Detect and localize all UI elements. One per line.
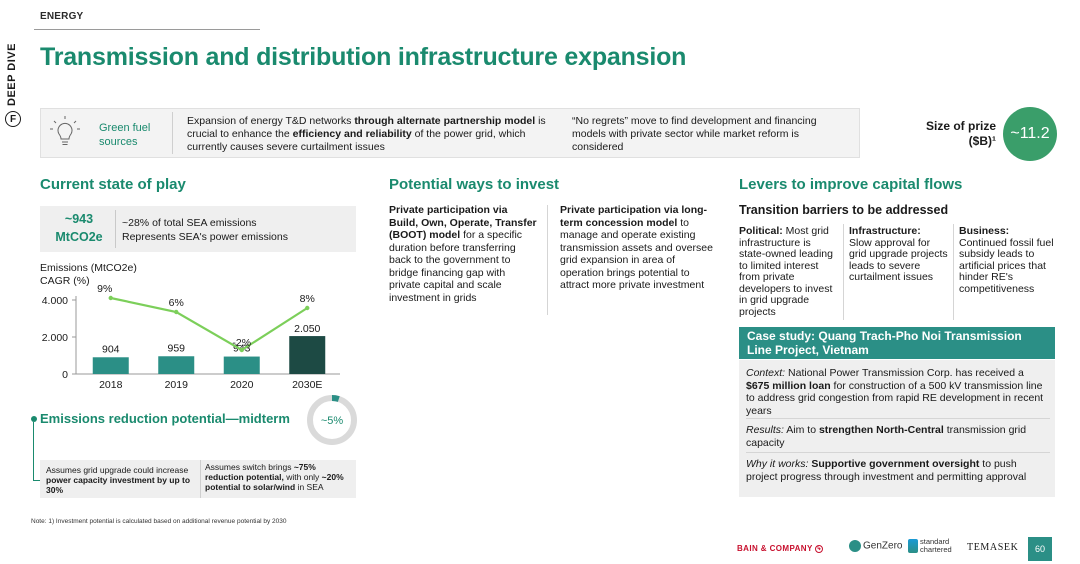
chart-axis-label: Emissions (MtCO2e) CAGR (%) (40, 262, 137, 287)
summary-banner (40, 108, 860, 158)
bullet-dot (31, 416, 37, 422)
x-tick-label: 2020 (230, 379, 254, 391)
barrier-business: Business: Continued fossil fuel subsidy l… (959, 225, 1054, 295)
emissions-description: ~28% of total SEA emissions Represents S… (122, 217, 288, 243)
case-study-divider-2 (746, 452, 1050, 453)
lightbulb-icon (50, 116, 80, 145)
case-study-why: Why it works: Supportive government over… (746, 458, 1027, 483)
bar-value-label: 904 (102, 343, 120, 355)
bullet-connector-h (33, 480, 41, 481)
cagr-point (108, 295, 113, 301)
sector-label: ENERGY (40, 11, 84, 22)
barrier-political: Political: Most grid infrastructure is s… (739, 225, 833, 318)
donut-arc (331, 395, 340, 402)
case-study-divider-1 (746, 418, 1050, 419)
case-study-body (739, 360, 1055, 497)
emissions-chart: 4.0002.00009042018959201994320202.050203… (42, 284, 340, 391)
footnote: Note: 1) Investment potential is calcula… (31, 518, 287, 525)
prize-value: ~11.2 (1003, 107, 1057, 161)
bain-logo: BAIN & COMPANY ↳ (737, 544, 824, 553)
case-study-title: Case study: Quang Trach-Pho Noi Transmis… (739, 327, 1055, 359)
standard-chartered-logo: standard chartered (908, 538, 952, 554)
reduction-assumption-2: Assumes switch brings ~75% reduction pot… (205, 462, 344, 492)
deep-dive-badge: F (5, 111, 21, 127)
x-tick-label: 2030E (292, 379, 322, 391)
page-number: 60 (1028, 537, 1052, 561)
bar-2020 (223, 356, 260, 374)
page-title: Transmission and distribution infrastruc… (40, 43, 687, 71)
deep-dive-label: DEEP DIVE (6, 43, 18, 106)
banner-text-main: Expansion of energy T&D networks through… (187, 115, 546, 153)
reduction-assumption-1: Assumes grid upgrade could increase powe… (46, 465, 191, 495)
cagr-label: 8% (300, 293, 315, 305)
reduction-donut: ~5% (307, 395, 357, 445)
case-study-results: Results: Aim to strengthen North-Central… (746, 424, 1027, 449)
emissions-value: ~943 MtCO2e (55, 212, 103, 244)
banner-divider (172, 112, 173, 154)
donut-value: ~5% (321, 415, 344, 427)
cagr-label: 9% (97, 284, 112, 295)
cagr-point (174, 309, 179, 315)
bar-2018 (92, 357, 129, 374)
prize-label: Size of prize ($B)¹ (925, 119, 996, 148)
emissions-reduction-title: Emissions reduction potential—midterm (40, 411, 290, 426)
case-study-context: Context: National Power Transmission Cor… (746, 367, 1044, 417)
potential-ways-divider (547, 205, 548, 315)
y-tick-label: 4.000 (42, 295, 68, 307)
potential-ways-heading: Potential ways to invest (389, 176, 560, 193)
current-state-heading: Current state of play (40, 176, 186, 193)
cagr-label: 6% (169, 297, 184, 309)
cagr-line (110, 296, 308, 352)
temasek-logo: TEMASEK (967, 542, 1019, 553)
reduction-assumption-2-box (200, 460, 356, 498)
barrier-divider-2 (953, 224, 954, 320)
boot-model-text: Private participation via Build, Own, Op… (389, 204, 537, 304)
cagr-point (305, 305, 310, 311)
emissions-divider (115, 210, 116, 248)
y-tick-label: 0 (62, 369, 68, 381)
reduction-assumption-1-box (40, 460, 200, 498)
bar-value-label: 2.050 (294, 323, 320, 335)
bullet-connector (33, 422, 34, 480)
header-rule (34, 29, 260, 30)
bar-2030E (289, 336, 326, 374)
barrier-divider-1 (843, 224, 844, 320)
concession-model-text: Private participation via long-term conc… (560, 204, 713, 291)
bar-value-label: 959 (167, 342, 185, 354)
genzero-logo: GenZero (849, 540, 902, 552)
emissions-summary-box (40, 206, 356, 252)
x-tick-label: 2018 (99, 379, 123, 391)
x-tick-label: 2019 (165, 379, 189, 391)
cagr-label: -2% (232, 337, 251, 349)
barrier-infrastructure: Infrastructure: Slow approval for grid up… (849, 225, 948, 283)
banner-text-secondary: “No regrets” move to find development an… (572, 115, 817, 153)
y-tick-label: 2.000 (42, 332, 68, 344)
banner-category: Green fuel sources (99, 122, 151, 148)
levers-subheading: Transition barriers to be addressed (739, 203, 949, 217)
levers-heading: Levers to improve capital flows (739, 176, 963, 193)
bar-2019 (158, 356, 195, 374)
deep-dive-marker: DEEP DIVE F (2, 34, 24, 127)
cagr-point (239, 347, 244, 353)
